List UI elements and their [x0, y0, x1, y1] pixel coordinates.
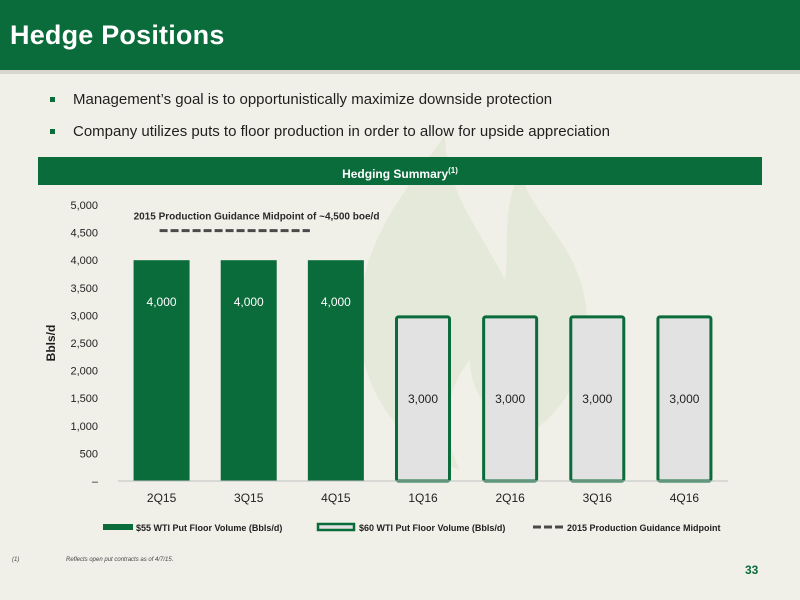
- bar: [307, 260, 364, 481]
- y-tick-label: 2,000: [70, 366, 98, 378]
- data-label: 4,000: [147, 295, 177, 309]
- section-header-label: Hedging Summary: [342, 167, 449, 181]
- x-tick-label: 3Q16: [583, 491, 613, 505]
- y-tick-label: 3,000: [70, 310, 98, 322]
- legend-label: 2015 Production Guidance Midpoint: [567, 523, 721, 533]
- footnote-text: Reflects open put contracts as of 4/7/15…: [66, 557, 174, 563]
- y-tick-label: 4,500: [70, 228, 98, 240]
- y-tick-label: 5,000: [70, 200, 98, 212]
- y-tick-label: 1,500: [70, 393, 98, 405]
- footnote: (1) Reflects open put contracts as of 4/7…: [12, 557, 173, 563]
- footnote-ref: (1): [12, 557, 20, 563]
- legend-swatch: [316, 522, 356, 532]
- page-number: 33: [745, 563, 759, 577]
- reference-line-annotation: 2015 Production Guidance Midpoint of ~4,…: [134, 212, 380, 223]
- data-label: 4,000: [234, 295, 264, 309]
- x-tick-label: 4Q16: [670, 491, 700, 505]
- data-label: 4,000: [321, 295, 351, 309]
- bullet-marker: [50, 97, 55, 102]
- x-tick-label: 2Q15: [147, 491, 177, 505]
- legend-label: $60 WTI Put Floor Volume (Bbls/d): [359, 523, 505, 533]
- y-tick-label: –: [92, 476, 99, 488]
- bullet-text: Company utilizes puts to floor productio…: [73, 123, 610, 140]
- section-header-note: (1): [448, 166, 458, 175]
- section-header: Hedging Summary(1): [38, 157, 762, 185]
- x-tick-label: 2Q16: [495, 491, 525, 505]
- data-label: 3,000: [408, 392, 438, 406]
- bullet-marker: [50, 129, 55, 134]
- title-bar: Hedge Positions: [0, 0, 800, 74]
- x-tick-label: 4Q15: [321, 491, 351, 505]
- legend-swatch: [103, 524, 133, 530]
- y-tick-label: 4,000: [70, 255, 98, 267]
- y-axis-label: Bbls/d: [44, 325, 58, 362]
- bar: [220, 260, 277, 481]
- bullet-text: Management’s goal is to opportunisticall…: [73, 91, 553, 108]
- data-label: 3,000: [669, 392, 699, 406]
- legend-label: $55 WTI Put Floor Volume (Bbls/d): [136, 523, 282, 533]
- y-tick-label: 500: [80, 448, 98, 460]
- y-tick-label: 1,000: [70, 421, 98, 433]
- data-label: 3,000: [582, 392, 612, 406]
- y-tick-label: 2,500: [70, 338, 98, 350]
- x-tick-label: 1Q16: [408, 491, 438, 505]
- data-label: 3,000: [495, 392, 525, 406]
- x-tick-label: 3Q15: [234, 491, 264, 505]
- bar: [133, 260, 190, 481]
- y-tick-label: 3,500: [70, 283, 98, 295]
- page-title: Hedge Positions: [10, 20, 225, 50]
